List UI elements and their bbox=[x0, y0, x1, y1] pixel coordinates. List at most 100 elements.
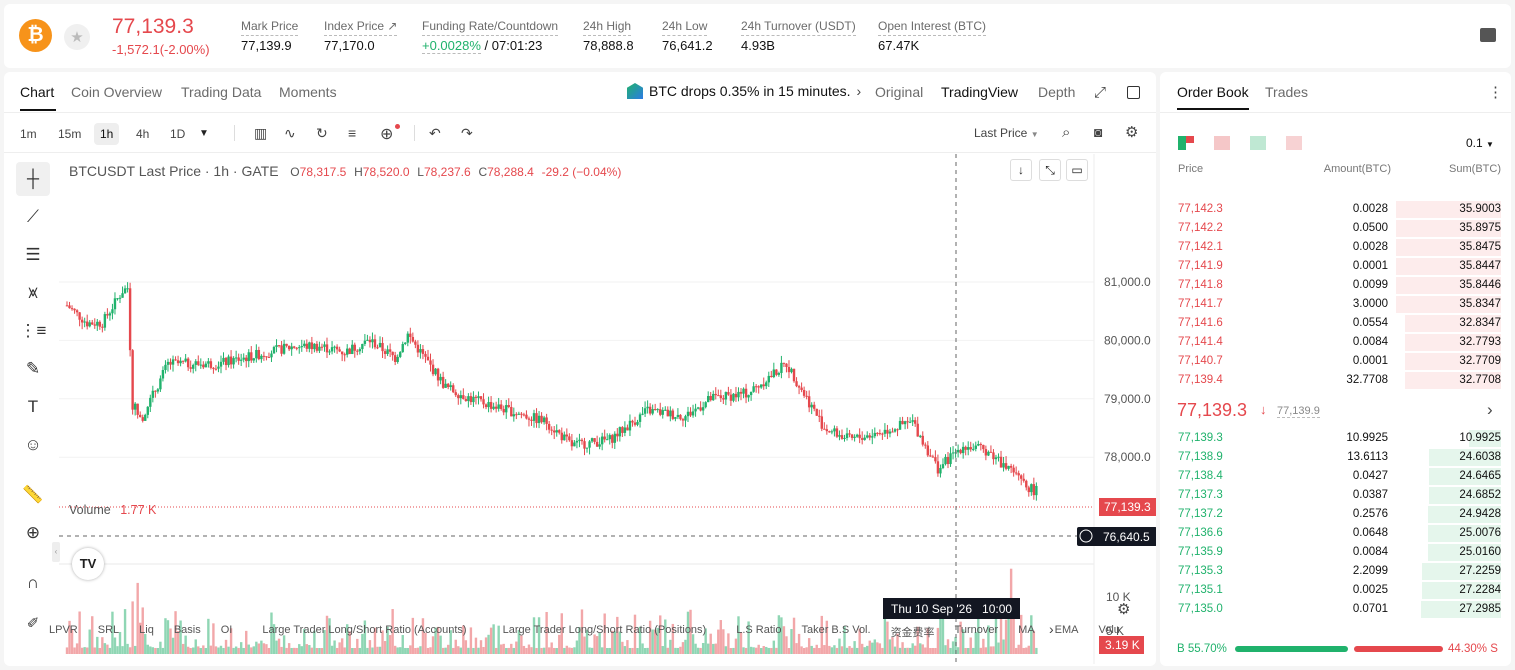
volume-bar bbox=[712, 643, 715, 654]
bid-row[interactable]: 77,135.1 0.0025 27.2284 bbox=[1160, 581, 1511, 600]
magnet-tool-icon[interactable]: ∩ bbox=[26, 573, 40, 592]
view-asks-icon[interactable] bbox=[1214, 136, 1230, 150]
indicator-item[interactable]: Large Trader Long/Short Ratio (Positions… bbox=[502, 624, 707, 636]
candle-type-icon[interactable]: ▥ bbox=[254, 125, 268, 141]
gear-icon[interactable]: ⚙ bbox=[1125, 124, 1139, 141]
scroll-down-icon[interactable]: ↓ bbox=[1010, 159, 1032, 181]
indicator-item[interactable]: L.S Ratio bbox=[736, 624, 782, 636]
indicator-item[interactable]: Liq bbox=[139, 624, 154, 636]
tf-1m[interactable]: 1m bbox=[20, 127, 37, 141]
indicator-item[interactable]: Taker B.S Vol. bbox=[801, 624, 871, 636]
view-depth-icon[interactable] bbox=[1286, 136, 1302, 150]
candle-body bbox=[949, 453, 952, 465]
tf-dropdown-icon[interactable]: ▼ bbox=[199, 128, 209, 139]
brush-tool-icon[interactable]: ✎ bbox=[25, 359, 41, 378]
ask-row[interactable]: 77,141.7 3.0000 35.8347 bbox=[1160, 295, 1511, 314]
auto-scale-icon[interactable]: ⚙ bbox=[1117, 601, 1131, 618]
fullscreen-icon[interactable]: ▭ bbox=[1066, 159, 1088, 181]
bid-row[interactable]: 77,138.4 0.0427 24.6465 bbox=[1160, 467, 1511, 486]
ask-row[interactable]: 77,141.4 0.0084 32.7793 bbox=[1160, 333, 1511, 352]
bid-row[interactable]: 77,139.3 10.9925 10.9925 bbox=[1160, 429, 1511, 448]
tf-4h[interactable]: 4h bbox=[136, 127, 150, 141]
indicator-item[interactable]: SRL bbox=[97, 624, 120, 636]
tab-moments[interactable]: Moments bbox=[279, 84, 337, 100]
expand-icon[interactable]: ⤢ bbox=[1094, 84, 1107, 101]
volume-bar bbox=[277, 638, 281, 654]
search-icon[interactable]: ⌕ bbox=[1062, 124, 1071, 141]
redo-icon[interactable]: ↷ bbox=[461, 125, 473, 141]
tf-1h[interactable]: 1h bbox=[94, 123, 120, 145]
view-bids-icon[interactable] bbox=[1250, 136, 1266, 150]
bid-row[interactable]: 77,137.2 0.2576 24.9428 bbox=[1160, 505, 1511, 524]
ruler-tool-icon[interactable]: 📏 bbox=[22, 485, 44, 504]
indicator-item[interactable]: Basis bbox=[173, 624, 201, 636]
candle-body bbox=[399, 352, 402, 357]
tf-1D[interactable]: 1D bbox=[170, 127, 186, 141]
tf-15m[interactable]: 15m bbox=[58, 127, 82, 141]
bid-row[interactable]: 77,136.6 0.0648 25.0076 bbox=[1160, 524, 1511, 543]
ask-row[interactable]: 77,141.8 0.0099 35.8446 bbox=[1160, 276, 1511, 295]
add-indicator-icon[interactable]: ⊕ bbox=[380, 126, 394, 143]
candle-body bbox=[520, 413, 523, 415]
indicator-item[interactable]: Large Trader Long/Short Ratio (Accounts) bbox=[262, 624, 467, 636]
bid-row[interactable]: 77,135.9 0.0084 25.0160 bbox=[1160, 543, 1511, 562]
alert-banner[interactable]: BTC drops 0.35% in 15 minutes. › bbox=[627, 83, 861, 99]
tab-coin-overview[interactable]: Coin Overview bbox=[71, 84, 163, 100]
view-tab-tradingview[interactable]: TradingView bbox=[941, 84, 1019, 100]
indicator-icon[interactable]: ∿ bbox=[284, 125, 296, 141]
last-price-select[interactable]: Last Price ▼ bbox=[974, 126, 1039, 140]
ask-row[interactable]: 77,141.6 0.0554 32.8347 bbox=[1160, 314, 1511, 333]
favorite-star-icon[interactable]: ★ bbox=[64, 24, 90, 50]
view-tab-original[interactable]: Original bbox=[875, 84, 924, 100]
add-alert-icon[interactable] bbox=[1079, 529, 1093, 543]
tab-order-book[interactable]: Order Book bbox=[1177, 84, 1249, 100]
bid-row[interactable]: 77,135.0 0.0701 27.2985 bbox=[1160, 600, 1511, 619]
ask-row[interactable]: 77,141.9 0.0001 35.8447 bbox=[1160, 257, 1511, 276]
indicator-item[interactable]: EMA bbox=[1054, 624, 1079, 636]
indicator-item[interactable]: OI bbox=[220, 624, 233, 636]
template-icon[interactable]: ≡ bbox=[348, 125, 357, 141]
pattern-tool-icon[interactable]: ⩙ bbox=[28, 283, 38, 302]
candle-body bbox=[108, 313, 112, 316]
replay-icon[interactable]: ↻ bbox=[316, 125, 328, 141]
indicator-item[interactable]: Turnover bbox=[954, 624, 999, 636]
candle-body bbox=[111, 309, 114, 314]
precision-select[interactable]: 0.1 ▼ bbox=[1466, 136, 1494, 150]
ask-row[interactable]: 77,140.7 0.0001 32.7709 bbox=[1160, 352, 1511, 371]
bid-row[interactable]: 77,137.3 0.0387 24.6852 bbox=[1160, 486, 1511, 505]
collapse-left-icon[interactable]: ‹ bbox=[52, 542, 60, 562]
view-tab-depth[interactable]: Depth bbox=[1038, 84, 1076, 100]
text-tool-icon[interactable]: T bbox=[27, 397, 39, 416]
trendline-tool-icon[interactable]: ⟋ bbox=[27, 207, 39, 226]
emoji-tool-icon[interactable]: ☺ bbox=[24, 435, 42, 454]
bid-row[interactable]: 77,135.3 2.2099 27.2259 bbox=[1160, 562, 1511, 581]
more-icon[interactable]: ⋮ bbox=[1488, 84, 1503, 101]
camera-icon[interactable]: ◙ bbox=[1094, 124, 1103, 140]
indicator-item[interactable]: MA bbox=[1018, 624, 1035, 636]
indicator-item[interactable]: LPVR bbox=[49, 624, 78, 636]
pencil-lock-icon[interactable]: ✐ bbox=[26, 615, 40, 632]
book-icon[interactable] bbox=[1480, 28, 1496, 42]
parallel-channel-icon[interactable]: ☰ bbox=[25, 245, 41, 264]
indicator-item[interactable]: 资金费率 bbox=[890, 627, 935, 639]
crosshair-tool-icon[interactable]: ┼ bbox=[16, 162, 50, 196]
tab-trading-data[interactable]: Trading Data bbox=[181, 84, 262, 100]
candlestick-chart[interactable]: 81,000.0 80,000.0 79,000.0 78,000.0 77,139.3… bbox=[59, 154, 1156, 664]
fib-tool-icon[interactable]: ⋮≡ bbox=[19, 321, 47, 340]
indicators-next-icon[interactable]: › bbox=[1049, 621, 1054, 637]
tab-chart[interactable]: Chart bbox=[20, 84, 55, 100]
window-icon[interactable] bbox=[1127, 86, 1140, 99]
ask-row[interactable]: 77,142.2 0.0500 35.8975 bbox=[1160, 219, 1511, 238]
view-both-icon[interactable] bbox=[1178, 136, 1194, 150]
bid-row[interactable]: 77,138.9 13.6113 24.6038 bbox=[1160, 448, 1511, 467]
ask-row[interactable]: 77,139.4 32.7708 32.7708 bbox=[1160, 371, 1511, 390]
undo-icon[interactable]: ↶ bbox=[429, 125, 441, 141]
candle-body bbox=[227, 356, 230, 366]
zoom-tool-icon[interactable]: ⊕ bbox=[25, 523, 41, 542]
ask-row[interactable]: 77,142.1 0.0028 35.8475 bbox=[1160, 238, 1511, 257]
tab-trades[interactable]: Trades bbox=[1265, 84, 1309, 100]
chevron-right-icon[interactable]: › bbox=[1487, 400, 1493, 419]
indicator-item[interactable]: Volu bbox=[1098, 624, 1120, 636]
collapse-icon[interactable]: ⤡ bbox=[1039, 159, 1061, 181]
ask-row[interactable]: 77,142.3 0.0028 35.9003 bbox=[1160, 200, 1511, 219]
